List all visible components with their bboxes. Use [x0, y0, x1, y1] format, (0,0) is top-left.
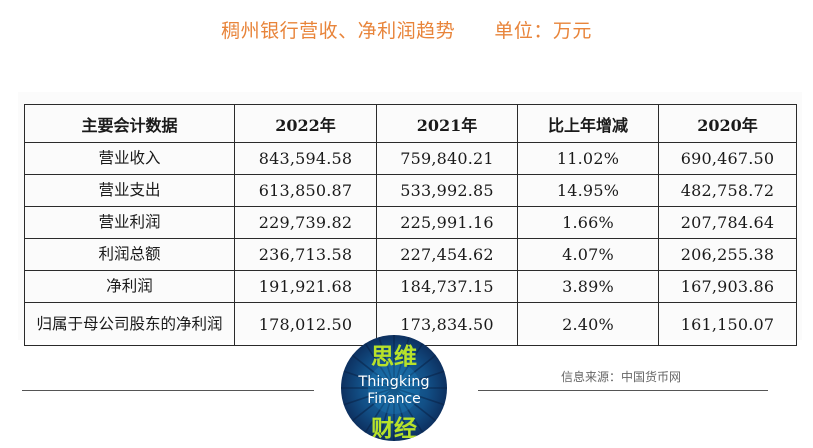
- value-2022: 229,739.82: [234, 206, 377, 239]
- source-note: 信息来源：中国货币网: [561, 370, 682, 384]
- value-2022: 178,012.50: [234, 302, 377, 346]
- value-change: 11.02%: [517, 142, 659, 175]
- value-2020: 167,903.86: [658, 270, 797, 303]
- logo-chinese-bottom: 财经: [371, 416, 417, 441]
- row-label: 归属于母公司股东的净利润: [24, 302, 235, 346]
- table-header-row: 主要会计数据 2022年 2021年 比上年增减 2020年: [24, 104, 797, 143]
- row-label: 营业利润: [24, 206, 235, 239]
- value-change: 2.40%: [517, 302, 659, 346]
- row-label: 营业收入: [24, 142, 235, 175]
- row-label: 营业支出: [24, 174, 235, 207]
- value-2020: 482,758.72: [658, 174, 797, 207]
- value-2021: 759,840.21: [376, 142, 518, 175]
- logo-english-line1: Thingking: [358, 374, 430, 390]
- column-header: 2021年: [376, 104, 518, 143]
- value-2021: 184,737.15: [376, 270, 518, 303]
- column-header: 2022年: [234, 104, 377, 143]
- table-row: 营业支出 613,850.87 533,992.85 14.95% 482,75…: [24, 174, 797, 207]
- divider-left: [22, 390, 314, 391]
- value-change: 1.66%: [517, 206, 659, 239]
- financial-data-table: 主要会计数据 2022年 2021年 比上年增减 2020年 营业收入 843,…: [24, 104, 797, 346]
- value-2021: 227,454.62: [376, 238, 518, 271]
- column-header: 比上年增减: [517, 104, 659, 143]
- value-2021: 173,834.50: [376, 302, 518, 346]
- logo-starburst-graphic: [341, 335, 447, 441]
- value-2020: 207,784.64: [658, 206, 797, 239]
- table-row: 归属于母公司股东的净利润 178,012.50 173,834.50 2.40%…: [24, 302, 797, 346]
- table-row: 营业利润 229,739.82 225,991.16 1.66% 207,784…: [24, 206, 797, 239]
- row-label: 利润总额: [24, 238, 235, 271]
- value-2021: 533,992.85: [376, 174, 518, 207]
- value-change: 3.89%: [517, 270, 659, 303]
- value-2020: 690,467.50: [658, 142, 797, 175]
- column-header: 主要会计数据: [24, 104, 235, 143]
- value-change: 4.07%: [517, 238, 659, 271]
- thinking-finance-logo: 思维 Thingking Finance 财经: [341, 335, 447, 441]
- row-label: 净利润: [24, 270, 235, 303]
- value-change: 14.95%: [517, 174, 659, 207]
- table-row: 利润总额 236,713.58 227,454.62 4.07% 206,255…: [24, 238, 797, 271]
- logo-english-line2: Finance: [367, 391, 421, 407]
- column-header: 2020年: [658, 104, 797, 143]
- value-2022: 236,713.58: [234, 238, 377, 271]
- divider-right: [478, 390, 768, 391]
- table-row: 净利润 191,921.68 184,737.15 3.89% 167,903.…: [24, 270, 797, 303]
- value-2022: 843,594.58: [234, 142, 377, 175]
- logo-chinese-top: 思维: [371, 344, 417, 370]
- value-2020: 206,255.38: [658, 238, 797, 271]
- page-title: 稠州银行营收、净利润趋势 单位：万元: [221, 20, 592, 42]
- value-2021: 225,991.16: [376, 206, 518, 239]
- value-2022: 613,850.87: [234, 174, 377, 207]
- value-2022: 191,921.68: [234, 270, 377, 303]
- value-2020: 161,150.07: [658, 302, 797, 346]
- table-row: 营业收入 843,594.58 759,840.21 11.02% 690,46…: [24, 142, 797, 175]
